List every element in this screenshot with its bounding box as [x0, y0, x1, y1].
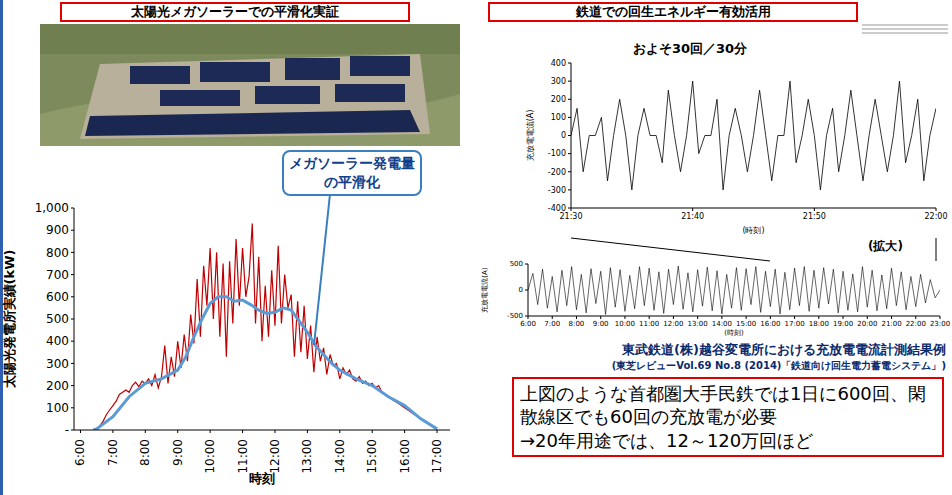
- svg-text:-200: -200: [548, 168, 566, 177]
- svg-text:12:00: 12:00: [268, 439, 282, 474]
- svg-text:18:00: 18:00: [809, 320, 829, 328]
- svg-text:-: -: [65, 423, 69, 437]
- svg-text:21:40: 21:40: [681, 212, 704, 221]
- svg-text:9:00: 9:00: [171, 439, 185, 466]
- svg-text:19:00: 19:00: [833, 320, 853, 328]
- svg-text:14:00: 14:00: [712, 320, 732, 328]
- svg-text:10:00: 10:00: [203, 439, 217, 474]
- svg-text:6:00: 6:00: [73, 439, 87, 466]
- svg-text:時刻: 時刻: [249, 471, 275, 486]
- svg-text:100: 100: [551, 113, 566, 122]
- svg-text:300: 300: [551, 77, 566, 86]
- svg-text:12:00: 12:00: [663, 320, 683, 328]
- svg-text:200: 200: [551, 95, 566, 104]
- svg-text:500: 500: [46, 312, 69, 326]
- svg-text:0: 0: [561, 131, 566, 140]
- svg-text:-100: -100: [548, 149, 566, 158]
- html-text:→20年用途では、12～120万回ほど: →20年用途では、12～120万回ほど: [520, 429, 814, 451]
- svg-text:13:00: 13:00: [300, 439, 314, 474]
- svg-text:0: 0: [519, 286, 523, 294]
- svg-text:17:00: 17:00: [430, 439, 444, 474]
- svg-text:400: 400: [551, 59, 566, 68]
- svg-text:13:00: 13:00: [688, 320, 708, 328]
- svg-text:21:00: 21:00: [881, 320, 901, 328]
- svg-text:9:00: 9:00: [593, 320, 609, 328]
- svg-text:11:00: 11:00: [639, 320, 659, 328]
- svg-text:800: 800: [46, 246, 69, 260]
- svg-text:20:00: 20:00: [857, 320, 877, 328]
- svg-text:15:00: 15:00: [365, 439, 379, 474]
- svg-text:16:00: 16:00: [760, 320, 780, 328]
- svg-text:900: 900: [46, 223, 69, 237]
- svg-text:17:00: 17:00: [784, 320, 804, 328]
- svg-text:200: 200: [46, 379, 69, 393]
- svg-text:500: 500: [510, 260, 523, 268]
- svg-text:充放電電流(A): 充放電電流(A): [481, 267, 489, 313]
- html-text:(拡大): (拡大): [868, 239, 903, 253]
- svg-text:7:00: 7:00: [106, 439, 120, 466]
- svg-text:21:50: 21:50: [803, 212, 826, 221]
- svg-text:600: 600: [46, 290, 69, 304]
- svg-text:22:00: 22:00: [924, 212, 947, 221]
- svg-text:-400: -400: [548, 204, 566, 213]
- svg-text:6:00: 6:00: [520, 320, 536, 328]
- svg-text:8:00: 8:00: [569, 320, 585, 328]
- svg-text:15:00: 15:00: [736, 320, 756, 328]
- svg-text:充放電電流(A): 充放電電流(A): [526, 110, 535, 162]
- svg-text:400: 400: [46, 334, 69, 348]
- svg-text:-300: -300: [548, 186, 566, 195]
- svg-text:8:00: 8:00: [138, 439, 152, 466]
- svg-text:300: 300: [46, 357, 69, 371]
- svg-text:22:00: 22:00: [906, 320, 926, 328]
- html-text:東武鉄道(株)越谷変電所における充放電電流計測結果例: 東武鉄道(株)越谷変電所における充放電電流計測結果例: [622, 342, 946, 357]
- svg-text:21:30: 21:30: [559, 212, 582, 221]
- svg-text:1,000: 1,000: [35, 201, 69, 215]
- html-text:およそ30回／30分: およそ30回／30分: [632, 41, 748, 56]
- html-text:メガソーラー発電量の平滑化: メガソーラー発電量の平滑化: [289, 155, 415, 190]
- svg-text:(時刻): (時刻): [724, 329, 744, 337]
- svg-text:700: 700: [46, 268, 69, 282]
- svg-text:100: 100: [46, 401, 69, 415]
- html-text:鉄道での回生エネルギー有効活用: 鉄道での回生エネルギー有効活用: [575, 4, 771, 19]
- svg-text:16:00: 16:00: [398, 439, 412, 474]
- html-text:太陽光メガソーラーでの平滑化実証: 太陽光メガソーラーでの平滑化実証: [131, 4, 339, 19]
- svg-text:(時刻): (時刻): [742, 226, 764, 235]
- svg-text:10:00: 10:00: [615, 320, 635, 328]
- svg-text:-500: -500: [507, 312, 523, 320]
- svg-text:7:00: 7:00: [544, 320, 560, 328]
- svg-text:11:00: 11:00: [236, 439, 250, 474]
- svg-text:14:00: 14:00: [333, 439, 347, 474]
- html-text:上図のような首都圏大手民鉄では1日に600回、閑散線区でも6: 上図のような首都圏大手民鉄では1日に600回、閑散線区でも60回の充放電が必要: [520, 383, 926, 428]
- html-text:(東芝レビューVol.69 No.8 (2014)「鉄道向け: (東芝レビューVol.69 No.8 (2014)「鉄道向け回生電力蓄電システム…: [611, 360, 946, 371]
- svg-text:太陽光発電所実績(kW): 太陽光発電所実績(kW): [2, 250, 17, 390]
- svg-text:23:00: 23:00: [930, 320, 950, 328]
